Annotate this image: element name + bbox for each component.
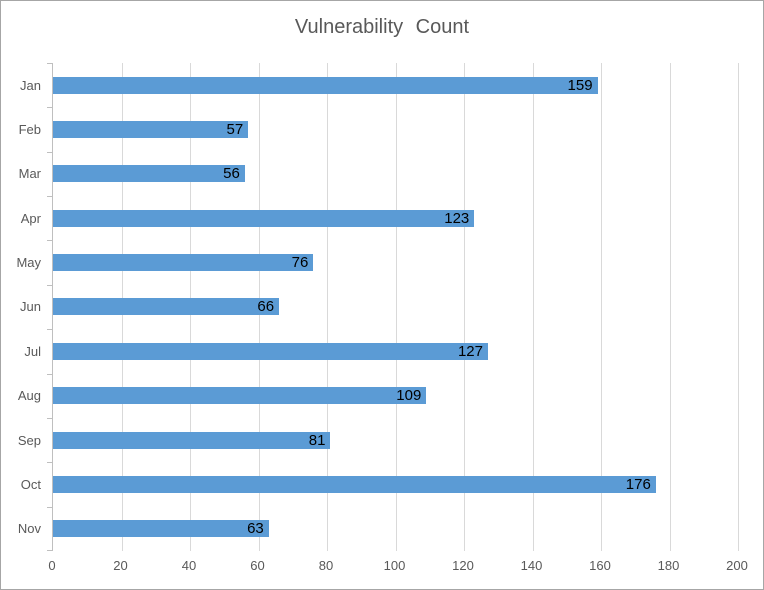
bar-row: 76 — [53, 240, 738, 284]
category-label-nov: Nov — [17, 521, 41, 537]
value-axis-label: 200 — [726, 558, 748, 573]
axis-tick — [47, 240, 52, 241]
bar-jun[interactable]: 66 — [53, 298, 280, 316]
axis-tick — [47, 152, 52, 153]
data-label-jul: 127 — [457, 342, 483, 360]
data-label-mar: 56 — [223, 165, 240, 183]
value-axis-label: 100 — [383, 558, 406, 573]
bar-row: 123 — [53, 196, 738, 240]
data-label-apr: 123 — [444, 209, 470, 227]
axis-tick — [47, 63, 52, 64]
data-label-jan: 159 — [567, 76, 593, 94]
data-label-sep: 81 — [308, 431, 326, 449]
bar-row: 57 — [53, 107, 738, 151]
bar-mar[interactable]: 56 — [53, 165, 245, 183]
gridline — [464, 63, 465, 551]
axis-tick — [47, 107, 52, 108]
category-label-feb: Feb — [18, 122, 41, 138]
bar-row: 81 — [53, 418, 738, 462]
bar-may[interactable]: 76 — [53, 254, 314, 272]
axis-tick — [47, 374, 52, 375]
bar-row: 176 — [53, 462, 738, 506]
bar-jul[interactable]: 127 — [53, 342, 488, 360]
value-axis-label: 60 — [250, 558, 265, 573]
bar-row: 66 — [53, 285, 738, 329]
bar-row: 127 — [53, 329, 738, 373]
data-label-may: 76 — [291, 254, 309, 272]
data-label-oct: 176 — [625, 475, 651, 493]
gridline — [532, 63, 534, 551]
value-axis-label: 160 — [589, 558, 611, 573]
bar-apr[interactable]: 123 — [53, 209, 475, 227]
value-axis: 0 20 40 60 80 100 120 140 160 180 200 — [48, 558, 747, 576]
value-axis-label: 40 — [181, 558, 197, 573]
value-axis-label: 20 — [113, 558, 128, 573]
value-axis-label: 180 — [657, 558, 680, 573]
data-label-aug: 109 — [396, 387, 422, 405]
gridline — [669, 63, 671, 551]
category-label-jul: Jul — [24, 343, 41, 359]
gridline — [601, 63, 602, 551]
category-label-aug: Aug — [17, 388, 41, 404]
axis-tick — [47, 507, 52, 508]
axis-tick — [47, 196, 52, 197]
bar-sep[interactable]: 81 — [53, 431, 331, 449]
bar-row: 159 — [53, 63, 738, 107]
category-label-jan: Jan — [20, 77, 41, 93]
bar-nov[interactable]: 63 — [53, 520, 269, 538]
axis-tick — [47, 550, 52, 551]
axis-tick — [47, 285, 52, 286]
value-axis-label: 120 — [452, 558, 474, 573]
gridline — [738, 63, 739, 551]
bar-row: 109 — [53, 374, 738, 418]
value-axis-label: 80 — [318, 558, 334, 573]
bar-row: 56 — [53, 152, 738, 196]
category-label-may: May — [16, 255, 41, 271]
category-label-oct: Oct — [20, 476, 41, 492]
category-label-jun: Jun — [20, 299, 41, 315]
category-label-sep: Sep — [17, 432, 41, 448]
data-label-jun: 66 — [257, 298, 275, 316]
bar-feb[interactable]: 57 — [53, 121, 249, 139]
axis-tick — [47, 462, 52, 463]
axis-tick — [47, 329, 52, 330]
category-axis-ticks — [47, 63, 52, 551]
gridline — [327, 63, 328, 551]
bar-row: 63 — [53, 507, 738, 551]
axis-tick — [47, 418, 52, 419]
data-label-nov: 63 — [247, 520, 264, 538]
value-axis-label: 140 — [520, 558, 543, 573]
bar-series: 159 57 56 123 76 66 127 109 81 176 63 — [53, 63, 738, 551]
bar-aug[interactable]: 109 — [53, 387, 427, 405]
category-axis: Jan Feb Mar Apr May Jun Jul Aug Sep Oct Nov — [1, 63, 41, 551]
category-label-mar: Mar — [18, 166, 41, 182]
data-label-feb: 57 — [226, 121, 244, 139]
bar-oct[interactable]: 176 — [53, 475, 656, 493]
gridline — [395, 63, 397, 551]
bar-jan[interactable]: 159 — [53, 76, 598, 94]
chart-title[interactable]: Vulnerability Count — [294, 16, 470, 38]
value-axis-label: 0 — [48, 558, 56, 573]
plot-area: 159 57 56 123 76 66 127 109 81 176 63 — [52, 63, 739, 551]
category-label-apr: Apr — [20, 210, 41, 226]
